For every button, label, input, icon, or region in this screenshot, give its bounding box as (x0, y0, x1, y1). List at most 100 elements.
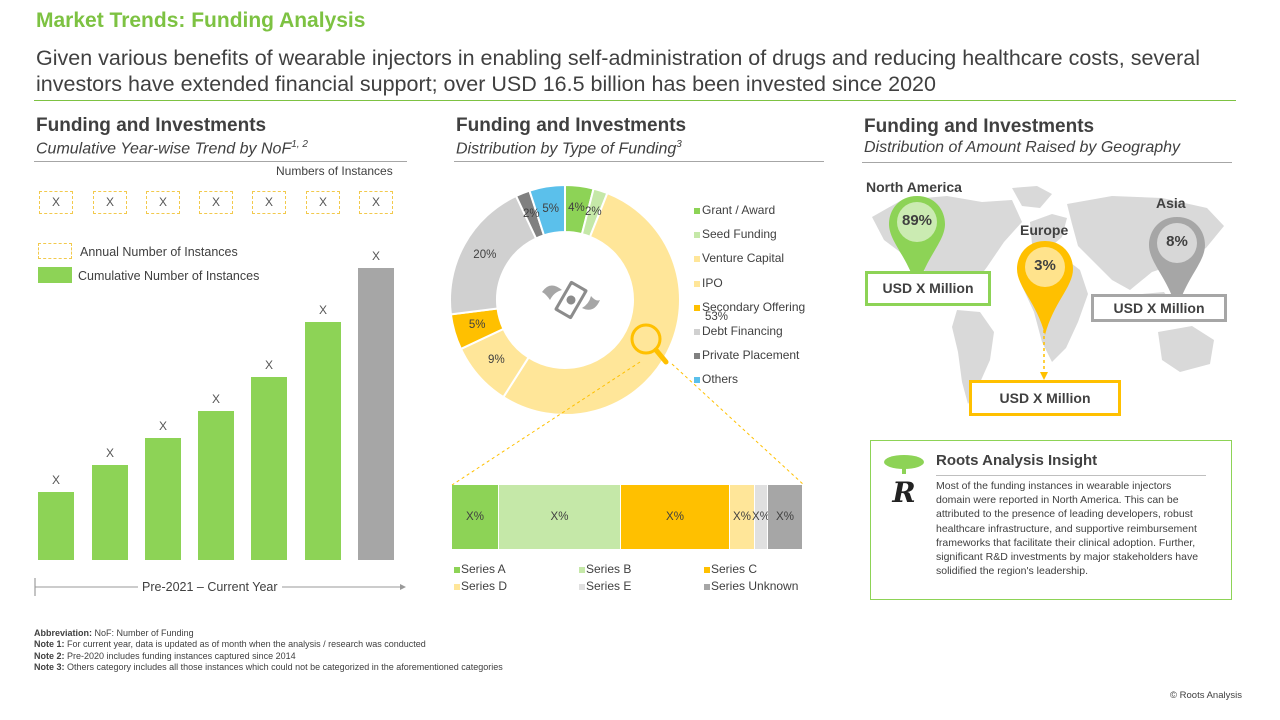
donut-value-label: 2% (523, 207, 540, 220)
donut-value-label: 5% (542, 202, 559, 215)
annual-instance-box: X (252, 191, 286, 214)
series-legend-swatch (704, 584, 710, 590)
legend-swatch (694, 353, 700, 360)
series-legend-swatch (579, 584, 585, 590)
legend-swatch (694, 329, 700, 335)
region-name-europe: Europe (1020, 222, 1069, 238)
bar-value-label: X (211, 391, 220, 406)
note-2: Note 2: Pre-2020 includes funding instan… (34, 651, 296, 661)
insight-divider (936, 475, 1206, 476)
cumulative-bar (92, 464, 128, 560)
header-divider (34, 100, 1236, 101)
series-legend-label: Series A (461, 562, 506, 576)
region-percent-europe: 3% (1034, 257, 1056, 274)
insight-title: Roots Analysis Insight (936, 452, 1098, 469)
annual-instance-box: X (199, 191, 233, 214)
roots-logo-letter: R (891, 476, 915, 509)
donut-value-label: 53% (705, 310, 729, 323)
legend-swatch (694, 377, 700, 384)
funding-type-donut (449, 183, 681, 416)
legend-annual-label: Annual Number of Instances (80, 245, 238, 259)
roots-logo: R (884, 455, 924, 509)
annual-instance-box: X (359, 191, 393, 214)
stack-segment: X% (499, 485, 621, 549)
donut-value-label: 20% (473, 248, 497, 261)
region-amount-europe: USD X Million (969, 380, 1121, 416)
annual-instance-box: X (93, 191, 127, 214)
series-legend-swatch (704, 567, 710, 573)
donut-value-label: 9% (488, 353, 505, 366)
donut-slice-others (528, 183, 566, 237)
copyright: © Roots Analysis (1170, 690, 1242, 701)
legend-swatch (694, 232, 700, 239)
location-pin-icon (889, 196, 945, 282)
donut-value-label: 5% (468, 318, 486, 331)
bar-value-label: X (51, 473, 60, 488)
legend-cumulative-swatch (38, 267, 72, 283)
page-title: Market Trends: Funding Analysis (36, 9, 366, 32)
legend-cumulative-label: Cumulative Number of Instances (78, 269, 260, 283)
bar-value-label: X (105, 445, 114, 460)
middle-divider (454, 161, 824, 162)
europe-connector-arrow (1040, 312, 1048, 380)
annual-instance-box: X (146, 191, 180, 214)
stack-segment: X% (752, 485, 770, 549)
region-name-asia: Asia (1156, 195, 1186, 211)
left-heading: Funding and Investments (36, 115, 267, 136)
region-percent-asia: 8% (1166, 233, 1188, 250)
legend-label: Others (702, 372, 739, 387)
legend-swatch (694, 256, 700, 263)
left-axis-note: Numbers of Instances (276, 164, 393, 178)
cumulative-bar (145, 437, 181, 560)
series-legend-label: Series C (711, 562, 758, 576)
cumulative-bar (358, 268, 394, 560)
series-legend-swatch (579, 567, 585, 573)
region-name-north-america: North America (866, 179, 962, 195)
legend-label: Secondary Offering (702, 299, 806, 314)
legend-label: Debt Financing (702, 324, 783, 338)
region-amount-north-america: USD X Million (865, 271, 991, 306)
left-divider (34, 161, 407, 162)
donut-value-label: 4% (568, 202, 585, 215)
series-legend-label: Series E (586, 579, 632, 593)
donut-slice-venture-capital (501, 191, 681, 416)
stack-segment: X% (768, 485, 803, 549)
bar-value-label: X (371, 249, 380, 263)
middle-heading: Funding and Investments (456, 115, 687, 136)
legend-swatch (694, 280, 700, 287)
stack-segment: X% (452, 485, 499, 549)
series-legend-label: Series D (461, 579, 508, 593)
insight-box (870, 440, 1232, 600)
bar-value-label: X (318, 303, 327, 318)
region-percent-north-america: 89% (901, 212, 933, 229)
bar-value-label: X (264, 357, 273, 372)
right-subheading: Distribution of Amount Raised by Geograp… (864, 139, 1181, 156)
stack-segment: X% (730, 485, 755, 549)
zoom-dashed-lines (451, 361, 805, 486)
insight-text: Most of the funding instances in wearabl… (936, 480, 1199, 578)
donut-value-label: 2% (584, 205, 602, 218)
series-legend-swatch (454, 584, 460, 590)
flying-money-icon (542, 281, 600, 319)
legend-swatch (694, 304, 700, 311)
stack-segment: X% (621, 485, 730, 549)
location-pin-icon (1149, 217, 1205, 303)
legend-label: Venture Capital (702, 251, 785, 266)
legend-swatch (694, 208, 700, 214)
page-subtitle: Given various benefits of wearable injec… (36, 46, 1201, 96)
annual-instance-box: X (39, 191, 73, 214)
right-divider (862, 162, 1232, 163)
cumulative-bar (198, 410, 234, 560)
right-heading: Funding and Investments (864, 116, 1095, 137)
legend-label: Seed Funding (702, 227, 777, 242)
cumulative-bar (38, 492, 74, 560)
note-3: Note 3: Others category includes all tho… (34, 662, 503, 672)
series-legend-swatch (454, 567, 460, 573)
legend-label: IPO (702, 275, 723, 290)
legend-annual-swatch (38, 243, 72, 259)
x-axis-label: Pre-2021 – Current Year (138, 580, 282, 594)
location-pin-icon (1017, 241, 1073, 335)
middle-subheading: Distribution by Type of Funding3 (456, 139, 682, 158)
annual-instance-box: X (306, 191, 340, 214)
left-subheading: Cumulative Year-wise Trend by NoF1, 2 (36, 139, 308, 158)
